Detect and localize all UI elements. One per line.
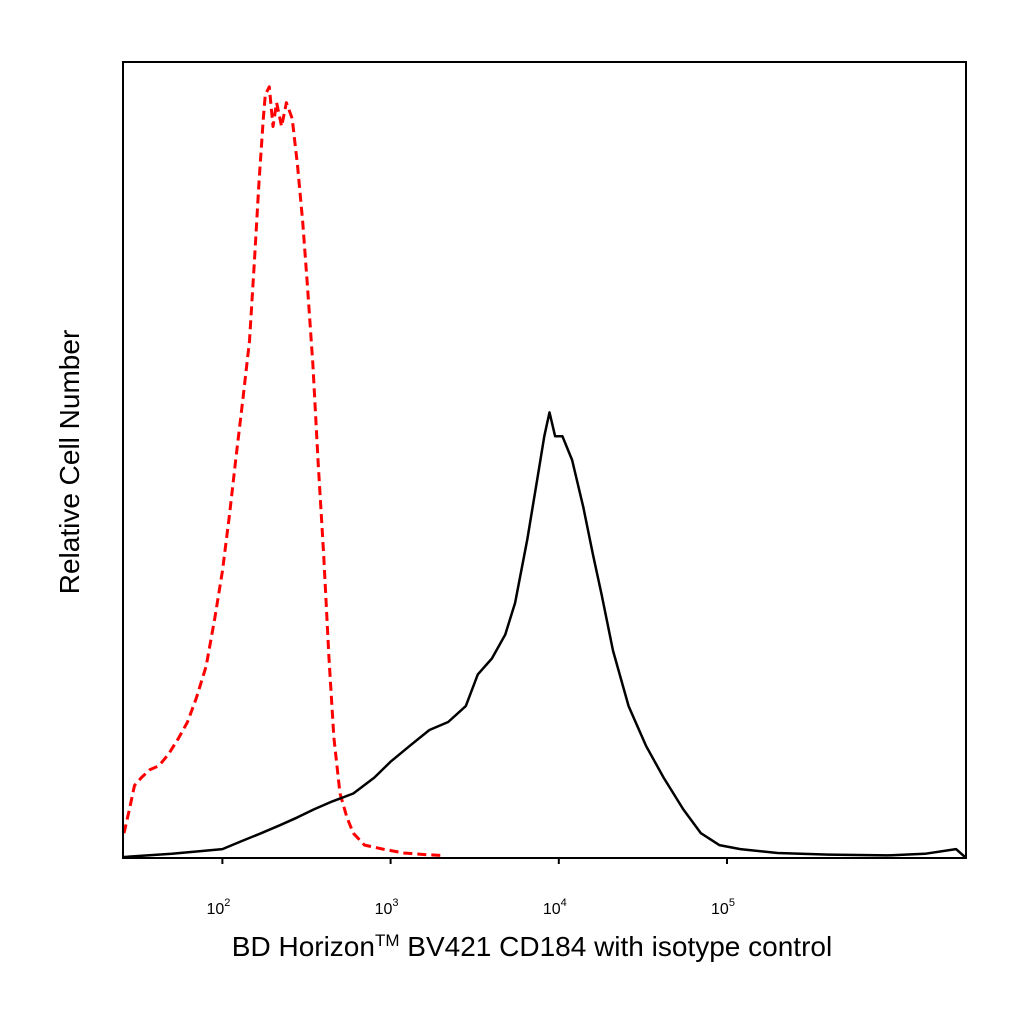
plot-frame bbox=[122, 61, 967, 859]
x-axis-label: BD HorizonTM BV421 CD184 with isotype co… bbox=[232, 931, 832, 962]
y-axis-label: Relative Cell Number bbox=[54, 330, 85, 595]
x-tick-label: 103 bbox=[375, 897, 399, 918]
x-axis-label-main: BD Horizon bbox=[232, 931, 375, 962]
trademark-mark: TM bbox=[375, 931, 400, 950]
series-layer bbox=[122, 85, 966, 859]
cd184-histogram bbox=[123, 411, 966, 859]
x-tick-label: 102 bbox=[206, 897, 230, 918]
x-tick-label: 104 bbox=[543, 897, 567, 918]
isotype-control-histogram bbox=[122, 85, 442, 857]
x-axis-ticks: 102 103 104 105 bbox=[206, 857, 735, 918]
x-tick-label: 105 bbox=[711, 897, 735, 918]
x-axis-label-suffix: BV421 CD184 with isotype control bbox=[400, 931, 833, 962]
